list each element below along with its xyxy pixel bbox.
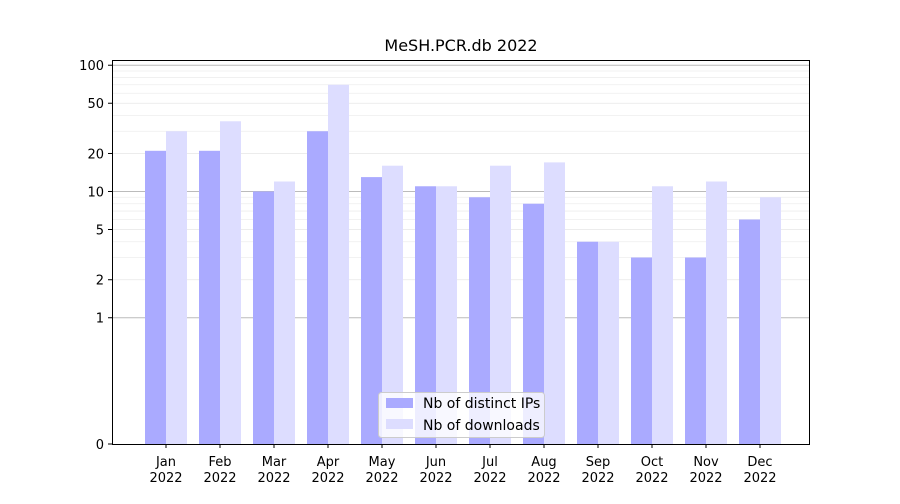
bar-downloads <box>652 186 673 445</box>
bar-downloads <box>328 84 349 445</box>
y-tick-label: 0 <box>96 438 104 453</box>
y-tick-label: 50 <box>87 97 104 112</box>
bars <box>145 84 781 445</box>
bar-downloads <box>760 197 781 444</box>
bar-downloads <box>544 162 565 444</box>
x-tick-label: Jul <box>481 455 498 470</box>
bar-distinct-ips <box>685 257 706 444</box>
x-tick-label: Oct <box>641 455 663 470</box>
x-tick-label-year: 2022 <box>581 471 614 486</box>
x-tick-label-year: 2022 <box>743 471 776 486</box>
bar-downloads <box>490 165 511 444</box>
bar-downloads <box>436 186 457 445</box>
x-tick-label: Nov <box>693 455 719 470</box>
bar-distinct-ips <box>523 203 544 444</box>
legend-label: Nb of distinct IPs <box>423 396 540 412</box>
legend-frame <box>378 392 545 438</box>
bar-downloads <box>274 181 295 444</box>
legend-label: Nb of downloads <box>423 418 540 434</box>
bar-distinct-ips <box>469 197 490 444</box>
x-tick-label-year: 2022 <box>203 471 236 486</box>
x-axis: Jan2022Feb2022Mar2022Apr2022May2022Jun20… <box>149 444 777 486</box>
x-tick-label-year: 2022 <box>689 471 722 486</box>
x-tick-label-year: 2022 <box>419 471 452 486</box>
bar-downloads <box>382 165 403 444</box>
x-tick-label-year: 2022 <box>635 471 668 486</box>
bar-distinct-ips <box>577 241 598 444</box>
x-tick-label-year: 2022 <box>257 471 290 486</box>
x-tick-label: Jun <box>425 455 446 470</box>
bar-distinct-ips <box>631 257 652 444</box>
legend: Nb of distinct IPs Nb of downloads <box>378 392 545 438</box>
bar-downloads <box>598 241 619 444</box>
bar-distinct-ips <box>415 186 436 445</box>
bar-downloads <box>220 121 241 444</box>
x-tick-label: Aug <box>531 455 556 470</box>
bar-distinct-ips <box>145 150 166 444</box>
x-tick-label: Dec <box>747 455 772 470</box>
x-tick-label-year: 2022 <box>149 471 182 486</box>
x-tick-label: Apr <box>317 455 340 470</box>
bar-distinct-ips <box>199 150 220 444</box>
x-tick-label: Sep <box>586 455 611 470</box>
bar-distinct-ips <box>361 177 382 445</box>
x-tick-label-year: 2022 <box>365 471 398 486</box>
legend-swatch <box>386 419 413 429</box>
x-tick-label: Mar <box>262 455 287 470</box>
y-tick-label: 1 <box>96 312 104 327</box>
y-tick-label: 5 <box>96 223 104 238</box>
x-tick-label-year: 2022 <box>311 471 344 486</box>
y-tick-label: 100 <box>79 59 104 74</box>
x-tick-label-year: 2022 <box>527 471 560 486</box>
plot-frame <box>112 60 810 445</box>
bar-distinct-ips <box>307 131 328 444</box>
x-tick-label: Jan <box>155 455 176 470</box>
y-tick-label: 10 <box>87 185 104 200</box>
chart-title: MeSH.PCR.db 2022 <box>384 36 537 55</box>
x-tick-label-year: 2022 <box>473 471 506 486</box>
y-tick-label: 2 <box>96 274 104 289</box>
legend-swatch <box>386 398 413 408</box>
x-tick-label: May <box>369 455 396 470</box>
x-tick-label: Feb <box>208 455 231 470</box>
bar-downloads <box>166 131 187 444</box>
y-axis: 0 1 2 5 10 20 50 100 <box>79 59 112 453</box>
bar-distinct-ips <box>739 219 760 444</box>
bar-downloads <box>706 181 727 444</box>
y-tick-label: 20 <box>87 147 104 162</box>
bar-distinct-ips <box>253 191 274 444</box>
